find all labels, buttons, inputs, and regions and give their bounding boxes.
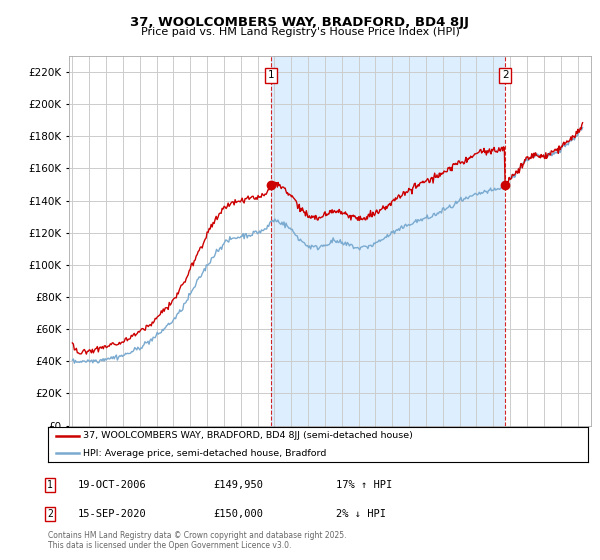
Text: 2: 2 (502, 71, 508, 80)
Text: £149,950: £149,950 (213, 480, 263, 490)
Text: 37, WOOLCOMBERS WAY, BRADFORD, BD4 8JJ (semi-detached house): 37, WOOLCOMBERS WAY, BRADFORD, BD4 8JJ (… (83, 431, 413, 441)
Text: 37, WOOLCOMBERS WAY, BRADFORD, BD4 8JJ: 37, WOOLCOMBERS WAY, BRADFORD, BD4 8JJ (131, 16, 470, 29)
Text: 17% ↑ HPI: 17% ↑ HPI (336, 480, 392, 490)
Text: Price paid vs. HM Land Registry's House Price Index (HPI): Price paid vs. HM Land Registry's House … (140, 27, 460, 37)
Text: 2% ↓ HPI: 2% ↓ HPI (336, 509, 386, 519)
Text: 15-SEP-2020: 15-SEP-2020 (78, 509, 147, 519)
Text: Contains HM Land Registry data © Crown copyright and database right 2025.
This d: Contains HM Land Registry data © Crown c… (48, 530, 347, 550)
Text: 1: 1 (47, 480, 53, 490)
Text: £150,000: £150,000 (213, 509, 263, 519)
Text: 2: 2 (47, 509, 53, 519)
Text: 19-OCT-2006: 19-OCT-2006 (78, 480, 147, 490)
Text: HPI: Average price, semi-detached house, Bradford: HPI: Average price, semi-detached house,… (83, 449, 326, 458)
Text: 1: 1 (268, 71, 274, 80)
Bar (271, 56, 505, 426)
